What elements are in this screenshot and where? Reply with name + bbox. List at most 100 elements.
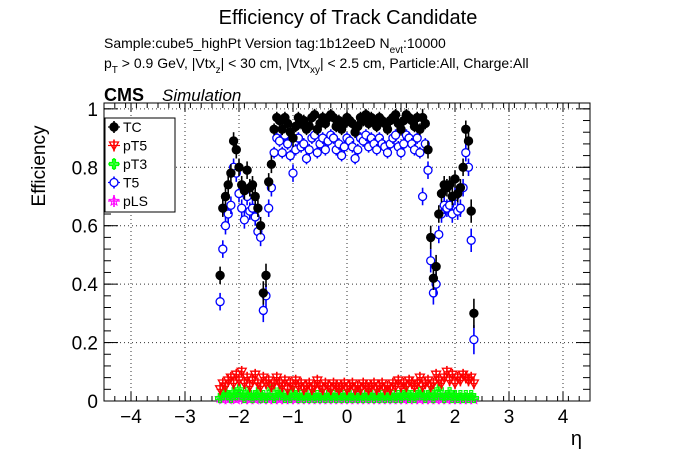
x-tick-label: −3 (174, 407, 196, 428)
data-point-pt5 (435, 379, 448, 390)
data-point-pt5 (254, 382, 267, 393)
data-point-tc (461, 124, 471, 134)
legend-marker-pt5 (108, 141, 120, 152)
x-tick-label: −1 (282, 407, 304, 428)
data-point-tc (220, 191, 231, 202)
data-point-tc (450, 174, 460, 184)
data-point-t5 (218, 244, 228, 254)
data-point-t5 (215, 297, 225, 307)
y-tick-label: 0 (87, 392, 98, 413)
series-tc (215, 108, 479, 328)
legend-marker-t5 (109, 177, 119, 188)
data-point-pt5 (317, 385, 329, 396)
data-point-tc (261, 270, 271, 281)
data-point-t5 (336, 150, 347, 161)
data-point-tc (255, 221, 266, 231)
data-point-t5 (415, 148, 425, 158)
data-point-tc (288, 133, 298, 143)
data-point-tc (269, 124, 279, 134)
data-point-t5 (288, 168, 298, 178)
data-point-t5 (382, 148, 393, 158)
data-point-t5 (226, 200, 236, 210)
chart-title: Efficiency of Track Candidate (219, 7, 478, 29)
data-point-tc (218, 203, 228, 213)
data-point-tc (372, 121, 382, 132)
data-point-tc (390, 109, 401, 120)
data-point-tc (266, 159, 277, 170)
data-point-pt3 (468, 392, 479, 404)
data-point-t5 (434, 229, 444, 240)
x-tick-label: −2 (228, 407, 250, 428)
data-point-pt5 (325, 385, 337, 396)
data-point-tc (226, 168, 236, 178)
data-point-tc (250, 191, 260, 202)
data-point-t5 (220, 221, 231, 231)
data-point-t5 (258, 305, 268, 316)
data-point-t5 (237, 203, 247, 213)
data-point-t5 (320, 145, 331, 155)
data-point-t5 (264, 203, 274, 213)
legend-marker-pls (107, 194, 121, 207)
data-point-t5 (353, 145, 363, 155)
data-point-tc (444, 180, 455, 190)
legend: TC pT5 pT3 T5 pLS (104, 117, 176, 213)
data-point-t5 (301, 153, 312, 164)
data-point-tc (309, 109, 320, 120)
y-tick-label: 1 (87, 100, 98, 121)
data-point-pt5 (354, 385, 367, 396)
data-point-tc (353, 121, 363, 132)
data-point-t5 (299, 139, 309, 149)
data-point-t5 (277, 148, 287, 158)
x-tick-label: −4 (120, 407, 142, 428)
x-tick-label: 1 (396, 407, 407, 428)
data-point-tc (431, 261, 441, 272)
data-point-pt5 (384, 385, 396, 396)
legend-entry-tc: TC (108, 119, 142, 135)
data-point-t5 (390, 130, 401, 140)
data-point-tc (234, 162, 244, 172)
data-point-t5 (423, 165, 433, 175)
data-point-pt5 (449, 379, 461, 390)
data-point-t5 (282, 139, 293, 149)
data-point-pt5 (227, 379, 240, 390)
grid (104, 103, 590, 401)
legend-entry-pt3: pT3 (108, 156, 147, 172)
data-point-tc (282, 118, 293, 129)
data-point-t5 (455, 203, 466, 213)
data-point-tc (396, 124, 406, 134)
data-point-t5 (412, 133, 422, 143)
data-point-pt5 (281, 385, 294, 396)
data-point-tc (215, 270, 225, 281)
data-point-t5 (285, 150, 295, 161)
series-pt5 (214, 365, 480, 396)
data-point-t5 (372, 145, 382, 155)
data-point-pt5 (219, 382, 232, 393)
data-point-pt5 (249, 370, 261, 381)
data-point-tc (469, 308, 479, 319)
legend-label: T5 (123, 175, 140, 191)
x-tick-label: 4 (558, 407, 569, 428)
data-point-pt5 (468, 379, 480, 390)
axes: −4 −3 −2 −1 0 1 2 3 4 0 0.2 0.4 0.6 0.8 1 (72, 100, 591, 428)
data-point-tc (304, 121, 314, 132)
y-axis-label: Efficiency (29, 125, 50, 206)
data-point-pt5 (427, 379, 440, 390)
data-point-t5 (269, 148, 279, 158)
data-point-tc (382, 124, 393, 134)
data-point-tc (434, 209, 444, 219)
data-point-tc (455, 183, 466, 193)
data-point-t5 (469, 334, 479, 345)
data-point-tc (415, 124, 425, 134)
data-point-t5 (417, 191, 428, 202)
data-point-t5 (461, 148, 471, 158)
data-point-t5 (255, 232, 266, 243)
legend-entry-pt5: pT5 (108, 138, 147, 154)
y-tick-label: 0.4 (72, 275, 99, 296)
data-point-t5 (239, 215, 250, 225)
y-tick-label: 0.2 (72, 334, 98, 355)
x-tick-label: 2 (450, 407, 461, 428)
legend-label: pT5 (123, 138, 147, 154)
data-point-tc (423, 145, 433, 155)
data-point-t5 (274, 136, 285, 146)
